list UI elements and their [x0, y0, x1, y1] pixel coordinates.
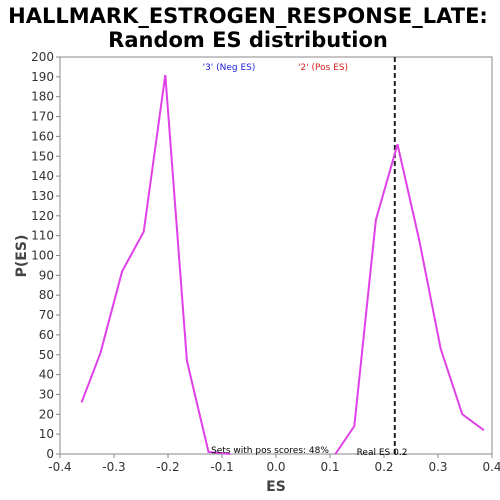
plot-area — [59, 56, 493, 455]
pos-scores-annotation: Sets with pos scores: 48% — [211, 446, 329, 456]
x-tick-label: 0.1 — [320, 460, 339, 474]
y-tick-label: 40 — [39, 368, 54, 382]
x-tick-label: 0.2 — [374, 460, 393, 474]
y-tick-label: 70 — [39, 308, 54, 322]
x-tick-label: 0.4 — [482, 460, 500, 474]
es-distribution-line-2 — [334, 144, 485, 455]
real-es-annotation: Real ES 0.2 — [357, 448, 408, 458]
y-tick-label: 30 — [39, 387, 54, 401]
x-tick-label: -0.2 — [156, 460, 179, 474]
y-tick-label: 60 — [39, 328, 54, 342]
y-tick-label: 100 — [31, 249, 54, 263]
y-axis-label: P(ES) — [14, 235, 30, 278]
y-tick-label: 80 — [39, 288, 54, 302]
y-tick-label: 200 — [31, 50, 54, 64]
y-tick-label: 180 — [31, 90, 54, 104]
x-tick-label: -0.1 — [210, 460, 233, 474]
x-tick-label: 0.0 — [266, 460, 285, 474]
es-distribution-line-1 — [80, 74, 231, 455]
y-tick-label: 190 — [31, 70, 54, 84]
y-tick-label: 120 — [31, 209, 54, 223]
y-tick-label: 0 — [46, 447, 54, 461]
chart-title-line2: Random ES distribution — [108, 28, 388, 52]
chart-title-line1: HALLMARK_ESTROGEN_RESPONSE_LATE: — [8, 4, 488, 28]
y-tick-label: 140 — [31, 169, 54, 183]
y-tick-label: 160 — [31, 129, 54, 143]
x-axis-label: ES — [266, 479, 286, 495]
y-tick-label: 150 — [31, 149, 54, 163]
y-tick-label: 170 — [31, 110, 54, 124]
x-tick-label: -0.3 — [102, 460, 125, 474]
series-group — [80, 74, 485, 455]
y-tick-label: 90 — [39, 268, 54, 282]
y-tick-label: 50 — [39, 348, 54, 362]
x-tick-label: 0.3 — [428, 460, 447, 474]
y-tick-label: 110 — [31, 229, 54, 243]
y-axis: 0 10 20 30 40 50 60 70 80 90 100 110 120 130 140 150 160… — [31, 50, 60, 461]
x-tick-label: -0.4 — [48, 460, 71, 474]
x-axis: -0.4 -0.3 -0.2 -0.1 0.0 0.1 0.2 0.3 0.4 — [48, 454, 500, 474]
legend-pos-es: '2' (Pos ES) — [298, 63, 348, 73]
y-tick-label: 10 — [39, 427, 54, 441]
legend-neg-es: '3' (Neg ES) — [203, 63, 256, 73]
y-tick-label: 130 — [31, 189, 54, 203]
y-tick-label: 20 — [39, 407, 54, 421]
